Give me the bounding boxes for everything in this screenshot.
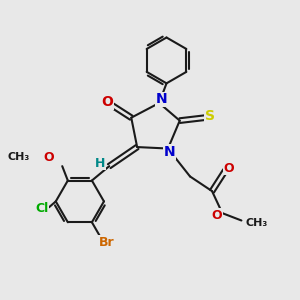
Text: Br: Br — [98, 236, 114, 249]
Text: N: N — [156, 92, 167, 106]
Text: O: O — [212, 209, 222, 222]
Text: N: N — [164, 145, 175, 159]
Text: S: S — [205, 109, 215, 123]
Text: O: O — [44, 151, 54, 164]
Text: CH₃: CH₃ — [8, 152, 30, 162]
Text: O: O — [224, 162, 234, 175]
Text: CH₃: CH₃ — [246, 218, 268, 228]
Text: O: O — [101, 95, 113, 109]
Text: Cl: Cl — [35, 202, 48, 215]
Text: H: H — [95, 157, 106, 170]
